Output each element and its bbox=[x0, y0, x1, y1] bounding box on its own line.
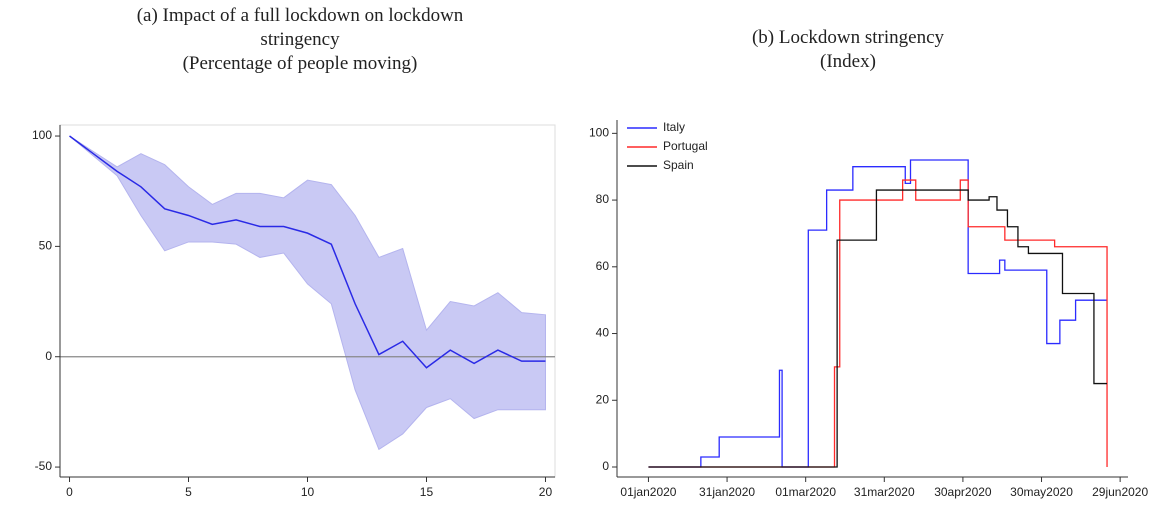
y-tick-label: 60 bbox=[596, 259, 610, 273]
x-tick-label: 0 bbox=[66, 485, 73, 499]
confidence-band bbox=[69, 135, 546, 451]
x-tick-label: 5 bbox=[185, 485, 192, 499]
y-tick-label: 80 bbox=[596, 192, 610, 206]
line bbox=[648, 179, 1108, 468]
legend-label: Spain bbox=[663, 158, 694, 172]
x-tick-label: 30may2020 bbox=[1010, 485, 1073, 499]
y-tick-label: 0 bbox=[602, 459, 609, 473]
legend-label: Italy bbox=[663, 120, 685, 134]
x-tick-label: 20 bbox=[539, 485, 553, 499]
x-tick-label: 01mar2020 bbox=[775, 485, 836, 499]
x-tick-label: 15 bbox=[420, 485, 434, 499]
y-tick-label: 40 bbox=[596, 326, 610, 340]
legend-label: Portugal bbox=[663, 139, 708, 153]
y-tick-label: 0 bbox=[45, 349, 52, 363]
y-tick-label: 100 bbox=[589, 126, 609, 140]
x-tick-label: 31mar2020 bbox=[854, 485, 915, 499]
y-tick-label: -50 bbox=[35, 459, 53, 473]
y-tick-label: 50 bbox=[39, 239, 53, 253]
x-tick-label: 10 bbox=[301, 485, 315, 499]
title-a-wrap: (a) Impact of a full lockdown on lockdow… bbox=[95, 4, 505, 76]
y-tick-label: 100 bbox=[32, 128, 52, 142]
chart-subtitle: (Percentage of people moving) bbox=[182, 53, 418, 74]
x-tick-label: 01jan2020 bbox=[620, 485, 676, 499]
x-tick-label: 29jun2020 bbox=[1092, 485, 1148, 499]
chart-subtitle: (Index) bbox=[820, 51, 876, 72]
chart-title: (b) Lockdown stringency bbox=[751, 27, 945, 48]
title-b-wrap: (b) Lockdown stringency (Index) bbox=[648, 26, 1048, 74]
x-tick-label: 30apr2020 bbox=[934, 485, 992, 499]
line bbox=[648, 189, 1108, 468]
line bbox=[69, 135, 546, 369]
y-tick-label: 20 bbox=[596, 392, 610, 406]
line bbox=[648, 159, 1108, 468]
chart-title: (a) Impact of a full lockdown on lockdow… bbox=[136, 5, 464, 50]
x-tick-label: 31jan2020 bbox=[699, 485, 755, 499]
